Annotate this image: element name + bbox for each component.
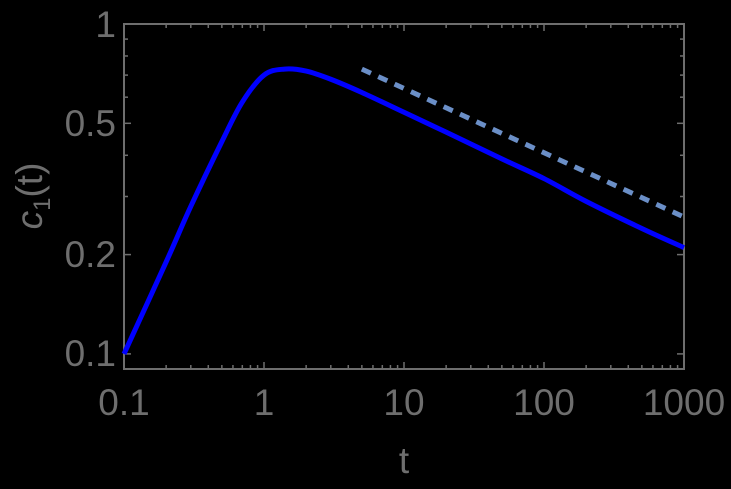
asymptote-dashed-line (360, 66, 686, 220)
y-axis-label: c1(t) (9, 163, 56, 230)
x-axis-label: t (399, 440, 410, 481)
y-tick-label: 0.5 (65, 103, 116, 144)
svg-text:c1(t): c1(t) (9, 163, 56, 230)
y-tick-label: 1 (95, 4, 116, 45)
x-tick-label: 100 (513, 382, 575, 423)
x-tick-label: 10 (383, 382, 424, 423)
axis-ticks (123, 23, 684, 370)
x-tick-label: 1000 (643, 382, 725, 423)
x-tick-label: 0.1 (98, 382, 149, 423)
y-tick-label: 0.2 (65, 234, 116, 275)
c1-curve (121, 66, 686, 355)
plot-frame (123, 23, 685, 370)
x-tick-label: 1 (254, 382, 275, 423)
y-tick-label: 0.1 (65, 333, 116, 374)
